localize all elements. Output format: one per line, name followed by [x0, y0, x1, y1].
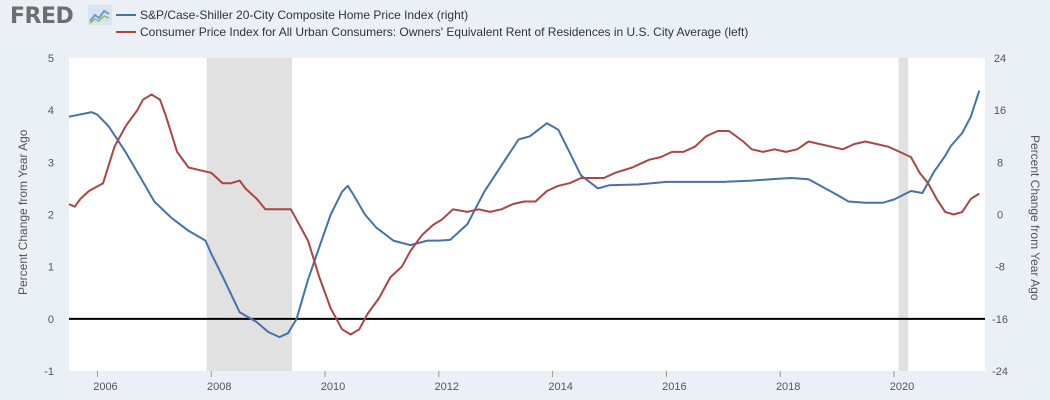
x-tick-label: 2008	[207, 381, 231, 393]
x-tick-label: 2016	[662, 381, 686, 393]
x-tick-label: 2014	[548, 381, 572, 393]
right-tick-label: -24	[992, 366, 1008, 378]
fred-logo[interactable]: FRED	[10, 4, 74, 29]
legend-swatch-blue	[116, 13, 136, 16]
left-tick-label: 3	[48, 157, 54, 169]
recession-band	[898, 58, 909, 371]
plot-background	[69, 58, 985, 371]
series-line-home-price	[68, 90, 981, 339]
legend-label: S&P/Case-Shiller 20-City Composite Home …	[140, 7, 469, 22]
right-tick-label: 16	[994, 105, 1006, 117]
x-tick-label: 2006	[93, 381, 117, 393]
legend-label: Consumer Price Index for All Urban Consu…	[140, 24, 749, 39]
left-tick-label: 2	[48, 210, 54, 222]
chart-header: FRED S&P/Case-Shiller 20-City Composite …	[0, 0, 1050, 52]
legend-item-home-price[interactable]: S&P/Case-Shiller 20-City Composite Home …	[116, 6, 748, 23]
legend-swatch-red	[116, 30, 136, 33]
series-line-oer	[68, 93, 980, 336]
left-tick-label: 0	[48, 314, 54, 326]
chart-legend: S&P/Case-Shiller 20-City Composite Home …	[116, 6, 748, 40]
chart-line-icon	[88, 5, 112, 25]
legend-item-oer[interactable]: Consumer Price Index for All Urban Consu…	[116, 23, 748, 40]
left-tick-label: 1	[48, 262, 54, 274]
x-tick-label: 2010	[321, 381, 345, 393]
x-tick-label: 2018	[776, 381, 800, 393]
right-axis-title: Percent Change from Year Ago	[1028, 135, 1042, 301]
left-tick-label: -1	[44, 366, 54, 378]
right-tick-label: 24	[994, 53, 1006, 65]
left-tick-label: 4	[48, 105, 54, 117]
recession-band	[206, 58, 293, 371]
left-tick-label: 5	[48, 53, 54, 65]
right-tick-label: -8	[995, 262, 1005, 274]
left-axis-title: Percent Change from Year Ago	[16, 129, 30, 295]
right-tick-label: 0	[997, 210, 1003, 222]
x-tick-label: 2012	[435, 381, 459, 393]
right-tick-label: -16	[992, 314, 1008, 326]
x-tick-label: 2020	[890, 381, 914, 393]
right-tick-label: 8	[997, 157, 1003, 169]
